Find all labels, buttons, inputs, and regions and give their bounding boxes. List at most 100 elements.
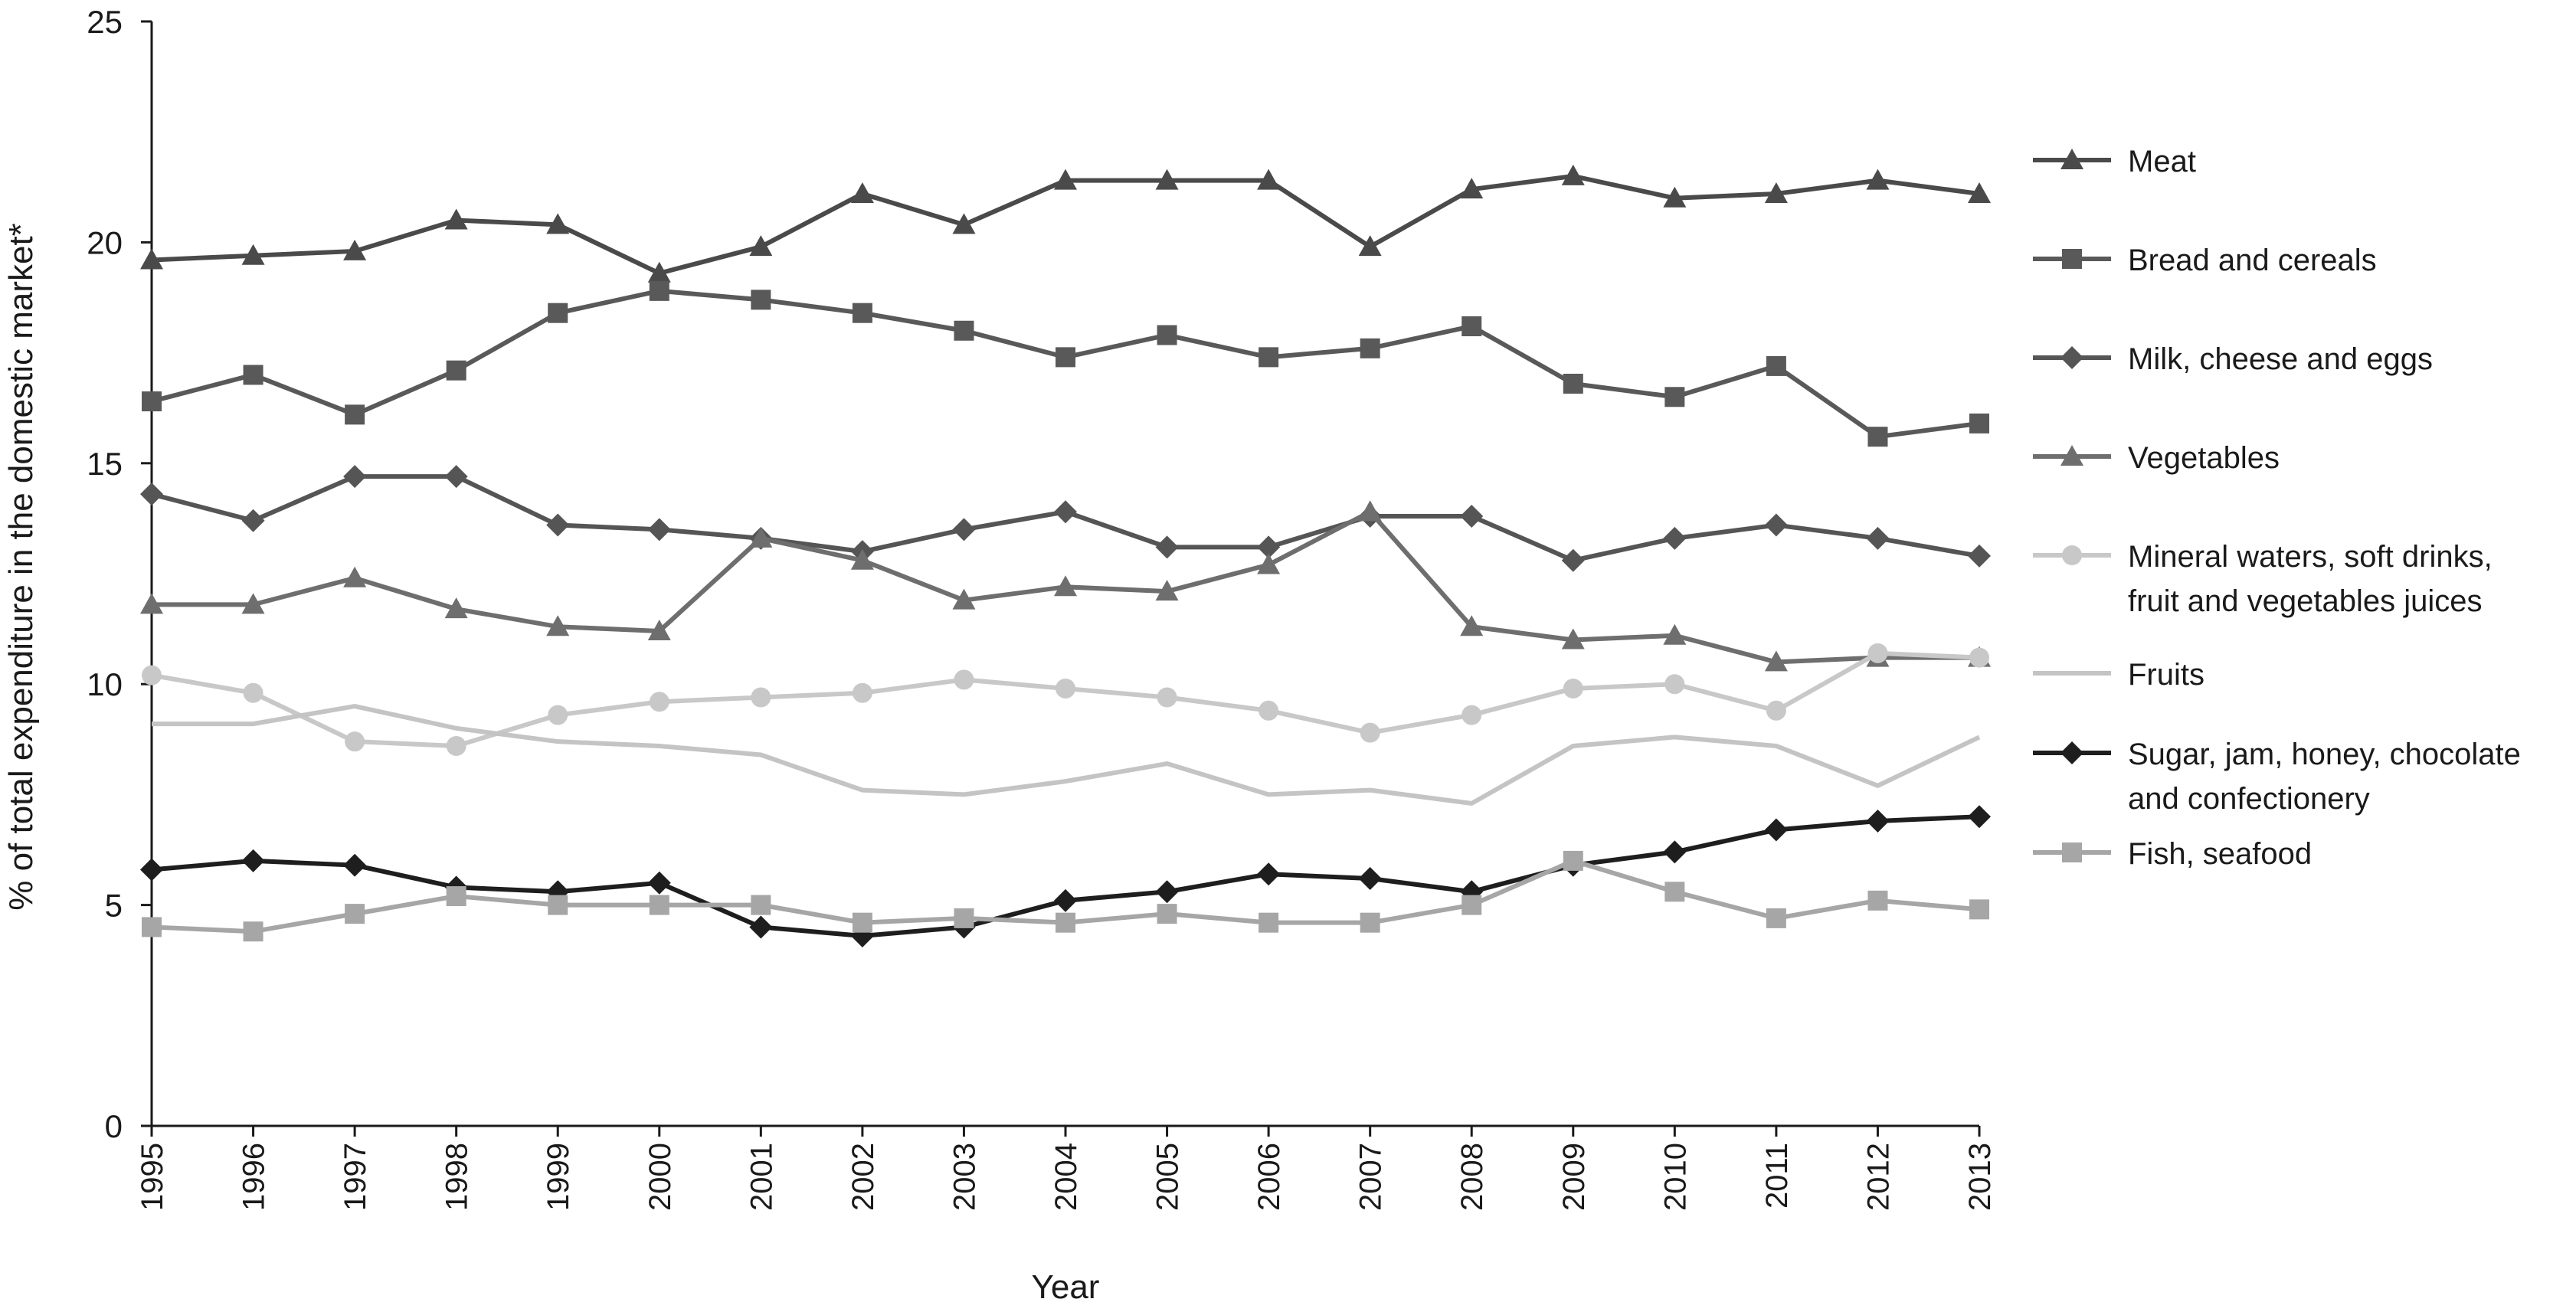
x-axis-label: Year [1032,1268,1100,1306]
data-point [1766,908,1786,928]
legend-label: Mineral waters, soft drinks, fruit and ve… [2128,540,2493,618]
data-point [1054,888,1077,912]
x-tick-label: 1995 [136,1143,169,1211]
data-point [1460,505,1484,528]
data-point [952,588,976,610]
data-point [1054,500,1077,524]
series-line [151,650,1980,748]
data-point [1867,890,1888,911]
data-point [852,303,872,323]
legend-item-0: Meat [2033,145,2196,178]
x-tick-label: 1997 [339,1143,372,1211]
data-point [751,687,771,708]
data-point [1968,544,1991,568]
data-point [1461,705,1482,725]
y-tick-label: 10 [87,666,123,702]
data-point [1056,678,1075,699]
data-point [345,904,365,924]
data-point [1259,912,1279,933]
data-point [1664,882,1685,902]
legend-item-2: Milk, cheese and eggs [2033,342,2433,376]
data-point [1867,643,1888,663]
legend-label-line: and confectionery [2128,782,2370,816]
data-point [1257,535,1281,559]
data-point [1764,818,1788,842]
data-point [1358,235,1382,257]
x-tick-label: 2005 [1151,1143,1185,1211]
data-point [1764,513,1788,537]
series-7 [142,850,1989,942]
y-tick-label: 5 [105,888,123,924]
legend-label: Fish, seafood [2128,837,2312,871]
data-point [241,849,265,872]
data-point [140,858,163,882]
x-tick-label: 2003 [948,1143,981,1211]
data-point [1155,535,1179,559]
data-point [444,465,468,489]
series-layer [140,164,1991,947]
data-point [1969,899,1989,920]
data-point [140,593,163,614]
data-point [241,593,265,614]
x-tick-label: 2007 [1354,1143,1388,1211]
data-point [1663,623,1687,645]
x-tick-label: 1998 [440,1143,474,1211]
legend-label-line: Fruits [2128,658,2204,692]
x-tick-label: 2002 [846,1143,880,1211]
legend-label-line: Bread and cereals [2128,244,2377,277]
data-point [1764,650,1788,672]
data-point [140,248,163,270]
data-point [444,208,468,230]
data-point [343,853,367,877]
data-point [1867,427,1888,447]
data-point [647,518,671,541]
data-point [343,239,367,260]
data-point [1358,866,1382,890]
series-4 [142,643,1989,756]
data-point [749,235,773,257]
x-tick-label: 2004 [1049,1143,1083,1211]
data-point [647,619,671,640]
legend-swatch-marker [2060,741,2083,764]
series-1 [142,280,1989,447]
data-point [142,665,162,685]
data-point [1157,687,1177,708]
data-point [749,526,773,548]
data-point [649,280,669,301]
data-point [140,483,163,506]
legend-swatch-marker [2062,545,2082,565]
data-point [1155,580,1179,601]
data-point [1360,338,1380,358]
data-point [751,290,771,310]
legend-item-6: Sugar, jam, honey, chocolate and confecti… [2033,738,2521,816]
data-point [952,518,976,541]
data-point [1157,904,1177,924]
x-tick-label: 2001 [745,1143,778,1211]
data-point [1968,805,1991,829]
data-point [1866,168,1890,190]
data-point [1764,182,1788,203]
x-tick-label: 2009 [1557,1143,1591,1211]
x-tick-label: 2000 [643,1143,677,1211]
data-point [1259,347,1279,368]
data-point [952,213,976,234]
legend-item-7: Fish, seafood [2033,837,2312,871]
data-point [446,886,466,907]
data-point [345,731,365,752]
data-point [1155,880,1179,904]
data-point [345,404,365,425]
data-point [1460,178,1484,199]
series-line [152,704,1981,806]
data-point [1561,164,1585,185]
data-point [1766,355,1786,376]
legend-swatch-marker [2060,149,2083,169]
legend-label: Vegetables [2128,441,2280,475]
series-3 [140,500,1991,672]
data-point [647,871,671,895]
legend-label: Fruits [2128,658,2204,692]
data-point [647,261,671,283]
legend-item-4: Mineral waters, soft drinks, fruit and ve… [2033,540,2493,618]
data-point [241,509,265,532]
data-point [850,182,874,203]
